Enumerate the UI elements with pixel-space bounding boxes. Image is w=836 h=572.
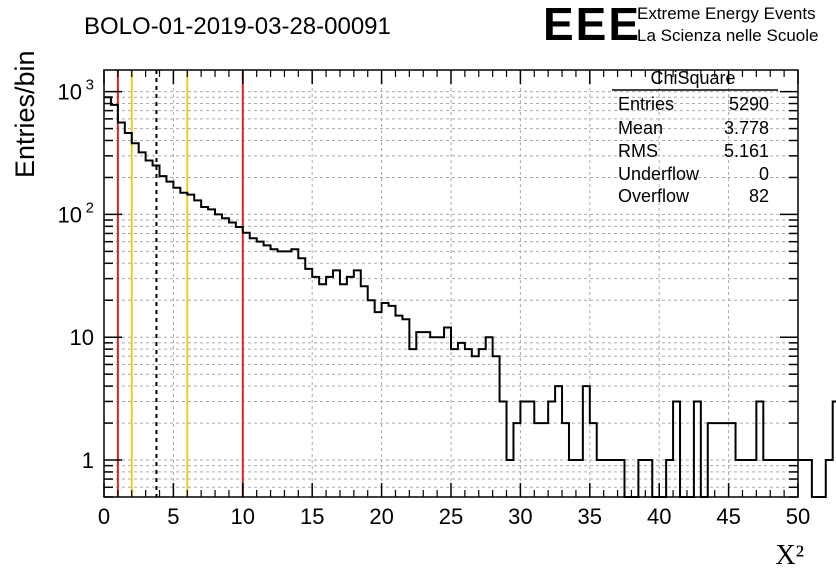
stats-entries-label: Entries	[618, 94, 674, 114]
stats-entries-value: 5290	[729, 94, 769, 114]
x-tick-label: 40	[647, 504, 671, 529]
stats-overflow-value: 82	[749, 186, 769, 206]
x-tick-label: 20	[369, 504, 393, 529]
histogram-series	[104, 96, 836, 498]
stats-box: ChiSquare Entries 5290 Mean 3.778 RMS 5.…	[612, 68, 778, 206]
y-tick-exponent: 2	[86, 199, 94, 216]
y-tick-label: 10	[58, 202, 82, 227]
x-tick-label: 30	[508, 504, 532, 529]
grid-lines	[104, 70, 798, 497]
x-tick-label: 5	[167, 504, 179, 529]
x-tick-label: 25	[439, 504, 463, 529]
logo-line-2: La Scienza nelle Scuole	[637, 26, 818, 45]
y-tick-label: 10	[70, 325, 94, 350]
stats-rms-label: RMS	[618, 141, 658, 161]
stats-mean-value: 3.778	[724, 118, 769, 138]
eee-logo: EEE Extreme Energy Events La Scienza nel…	[543, 0, 818, 50]
x-tick-label: 45	[716, 504, 740, 529]
x-tick-label: 50	[786, 504, 810, 529]
stats-underflow-label: Underflow	[618, 164, 700, 184]
y-tick-label: 1	[82, 448, 94, 473]
logo-line-1: Extreme Energy Events	[637, 4, 816, 23]
stats-underflow-value: 0	[759, 164, 769, 184]
marker-lines	[116, 70, 244, 497]
stats-title: ChiSquare	[650, 68, 735, 88]
y-axis-label: Entries/bin	[10, 50, 40, 178]
stats-rms-value: 5.161	[724, 141, 769, 161]
chart-title: BOLO-01-2019-03-28-00091	[84, 13, 391, 40]
x-tick-label: 10	[231, 504, 255, 529]
x-tick-label: 0	[98, 504, 110, 529]
y-tick-exponent: 3	[86, 77, 94, 94]
x-tick-label: 15	[300, 504, 324, 529]
y-tick-label: 10	[58, 80, 82, 105]
stats-mean-label: Mean	[618, 118, 663, 138]
x-axis-label: X²	[775, 540, 804, 571]
logo-mark: EEE	[543, 0, 641, 50]
x-tick-label: 35	[578, 504, 602, 529]
stats-overflow-label: Overflow	[618, 186, 690, 206]
